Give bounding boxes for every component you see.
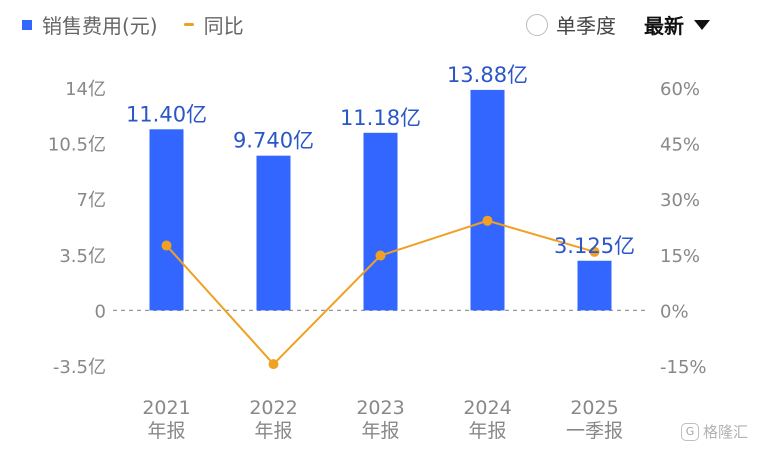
legend-label-expenses: 销售费用(元): [42, 14, 158, 38]
legend-swatch-bar: [22, 19, 32, 30]
left-axis-tick-label: 10.5亿: [48, 135, 106, 156]
yoy-point: [161, 240, 172, 251]
left-axis-tick-label: 0: [95, 301, 106, 322]
quarterly-label[interactable]: 单季度: [556, 14, 616, 38]
x-axis-period-label: 年报: [468, 420, 506, 442]
x-axis-year-label: 2021: [142, 397, 190, 419]
expense-bar: [256, 155, 291, 311]
expense-bar: [470, 89, 505, 311]
bar-data-label: 9.740亿: [233, 129, 314, 153]
yoy-point: [482, 215, 493, 226]
bar-data-label: 13.88亿: [447, 63, 528, 87]
x-axis-year-label: 2025: [570, 397, 618, 419]
right-axis-tick-label: 30%: [660, 190, 700, 211]
x-axis-period-label: 年报: [147, 420, 185, 442]
expense-bar: [577, 260, 612, 311]
bar-data-label: 11.40亿: [126, 102, 207, 126]
expense-bar: [363, 132, 398, 311]
x-axis-period-label: 一季报: [566, 420, 623, 442]
watermark: G 格隆汇: [680, 421, 748, 442]
watermark-text: 格隆汇: [702, 423, 748, 441]
legend-item-yoy[interactable]: 同比: [183, 10, 244, 39]
left-axis-tick-label: 3.5亿: [59, 246, 106, 267]
left-axis-tick-label: 14亿: [65, 79, 106, 100]
right-axis-tick-label: -15%: [660, 357, 707, 378]
right-axis-tick-label: 60%: [660, 79, 700, 100]
expense-bar: [149, 129, 184, 311]
left-axis-tick-label: -3.5亿: [53, 357, 106, 378]
legend-item-expenses[interactable]: 销售费用(元): [22, 10, 158, 39]
right-axis-tick-label: 45%: [660, 135, 700, 156]
bar-data-label: 3.125亿: [554, 234, 635, 258]
right-axis-tick-label: 15%: [660, 246, 700, 267]
bar-data-label: 11.18亿: [340, 106, 421, 130]
yoy-point: [589, 246, 600, 257]
x-axis-period-label: 年报: [361, 420, 399, 442]
yoy-point: [268, 359, 279, 370]
yoy-point: [375, 250, 386, 261]
x-axis-year-label: 2022: [249, 397, 297, 419]
right-axis-tick-label: 0%: [660, 301, 689, 322]
left-axis-tick-label: 7亿: [77, 190, 106, 211]
dropdown-triangle-icon[interactable]: [694, 19, 710, 30]
legend-label-yoy: 同比: [203, 14, 244, 38]
x-axis-year-label: 2023: [356, 397, 404, 419]
x-axis-year-label: 2024: [463, 397, 511, 419]
quarterly-radio[interactable]: [526, 13, 548, 36]
period-select[interactable]: 最新: [644, 14, 684, 38]
chart-legend: 销售费用(元) 同比: [22, 10, 270, 39]
chart-controls: 单季度 最新: [526, 10, 710, 39]
watermark-logo-icon: G: [680, 422, 699, 441]
x-axis-period-label: 年报: [254, 420, 292, 442]
legend-swatch-line: [183, 23, 194, 26]
